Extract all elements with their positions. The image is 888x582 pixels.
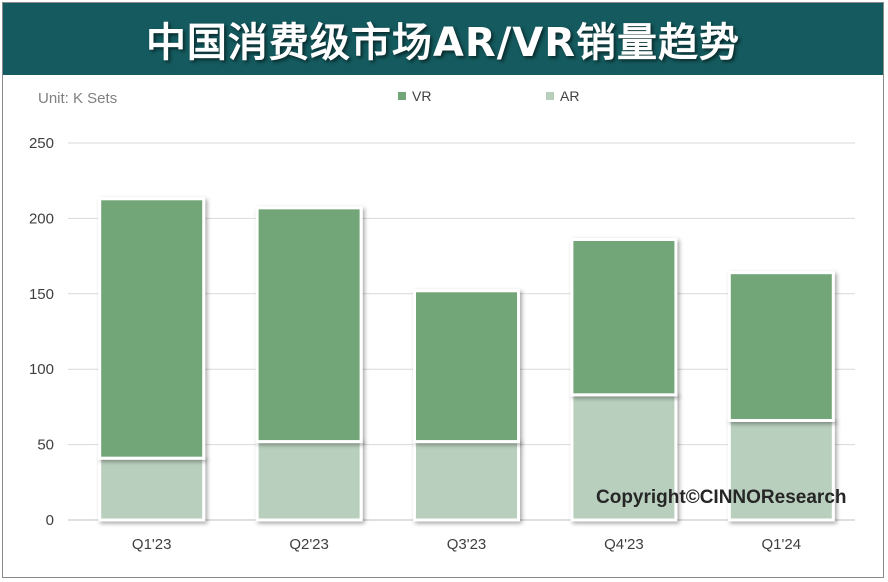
unit-label: Unit: K Sets [38, 90, 118, 107]
chart-title: 中国消费级市场AR/VR销量趋势 [145, 20, 741, 66]
legend-ar: AR [546, 88, 579, 104]
x-category-label: Q1'24 [762, 536, 802, 553]
y-tick-label: 200 [29, 210, 54, 227]
bar-vr [255, 206, 363, 444]
y-tick-label: 100 [29, 361, 54, 378]
bar-vr [98, 197, 206, 460]
legend-vr: VR [398, 88, 431, 104]
x-category-label: Q4'23 [604, 536, 644, 553]
y-tick-label: 50 [37, 437, 54, 454]
legend-ar-label: AR [560, 88, 580, 104]
bar-ar [255, 440, 363, 522]
x-category-label: Q3'23 [447, 536, 487, 553]
y-tick-label: 150 [29, 286, 54, 303]
legend-vr-label: VR [412, 88, 432, 104]
x-category-label: Q1'23 [132, 536, 172, 553]
bar-vr [413, 289, 520, 444]
copyright-text: Copyright©CINNOResearch [596, 487, 847, 508]
bar-ar [570, 393, 678, 522]
bar-ar [413, 440, 520, 522]
bar-vr [570, 238, 678, 397]
bar-ar [98, 456, 206, 522]
legend-vr-swatch [398, 92, 406, 100]
title-bar: 中国消费级市场AR/VR销量趋势 [3, 3, 883, 75]
y-tick-label: 0 [46, 512, 54, 529]
legend-ar-swatch [546, 92, 554, 100]
x-category-label: Q2'23 [289, 536, 329, 553]
bar-ar [727, 418, 835, 522]
bar-vr [727, 271, 835, 422]
y-tick-label: 250 [29, 135, 54, 152]
